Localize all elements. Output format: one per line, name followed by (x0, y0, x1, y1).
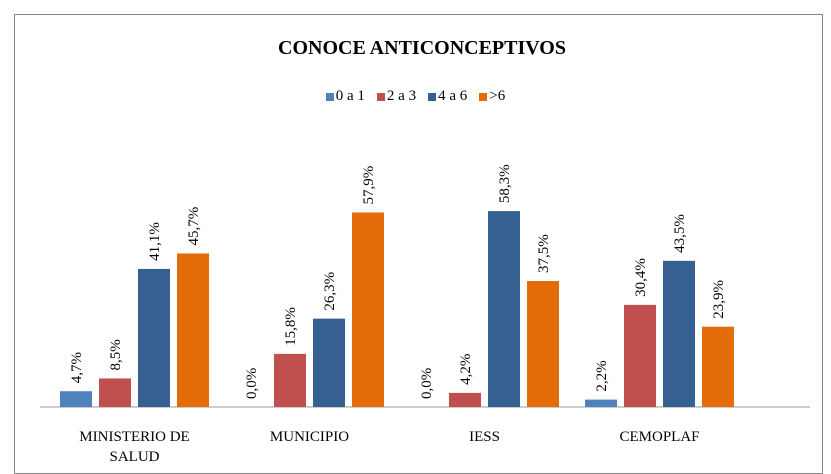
bar (60, 391, 92, 407)
legend-item: >6 (479, 88, 505, 105)
legend-item: 4 a 6 (428, 88, 467, 105)
data-label: 0,0% (244, 368, 260, 399)
legend-item: 2 a 3 (376, 88, 417, 105)
legend-swatch (428, 92, 437, 101)
data-label: 4,2% (458, 354, 474, 385)
bar (527, 281, 559, 407)
legend-label: 4 a 6 (438, 88, 468, 104)
bar (352, 212, 384, 407)
bar (702, 326, 734, 407)
data-label: 43,5% (672, 214, 688, 253)
bar (488, 211, 520, 407)
data-label: 4,7% (69, 352, 85, 383)
legend-label: >6 (489, 88, 506, 104)
bar (624, 304, 656, 407)
legend-item: 0 a 1 (325, 88, 365, 105)
x-tick-label: CEMOPLAF (619, 429, 700, 445)
chart-title: CONOCE ANTICONCEPTIVOS (278, 37, 566, 59)
x-tick-label: MINISTERIO DE SALUD (79, 429, 190, 465)
bar (177, 253, 209, 407)
bar (274, 353, 306, 407)
legend-swatch (479, 92, 488, 101)
bar (138, 268, 170, 407)
data-label: 15,8% (283, 307, 299, 346)
x-tick-label: IESS (469, 429, 500, 445)
bar (449, 392, 481, 407)
legend-label: 2 a 3 (386, 88, 417, 104)
legend-swatch (325, 92, 334, 101)
bar (585, 399, 617, 407)
bar (663, 260, 695, 407)
data-label: 26,3% (322, 272, 338, 311)
x-tick-label: MUNICIPIO (269, 429, 350, 445)
data-label: 8,5% (108, 339, 124, 370)
data-label: 41,1% (147, 222, 163, 261)
bar (313, 318, 345, 407)
bar (99, 378, 131, 407)
legend-label: 0 a 1 (335, 88, 365, 104)
legend: 0 a 1 2 a 3 4 a 6 >6 (0, 88, 831, 105)
data-label: 2,2% (594, 360, 610, 391)
legend-swatch (376, 92, 385, 101)
data-label: 37,5% (536, 234, 552, 273)
data-label: 23,9% (711, 280, 727, 319)
data-label: 0,0% (419, 368, 435, 399)
data-label: 57,9% (361, 166, 377, 205)
data-label: 30,4% (633, 258, 649, 297)
data-label: 58,3% (497, 164, 513, 203)
data-label: 45,7% (186, 207, 202, 246)
